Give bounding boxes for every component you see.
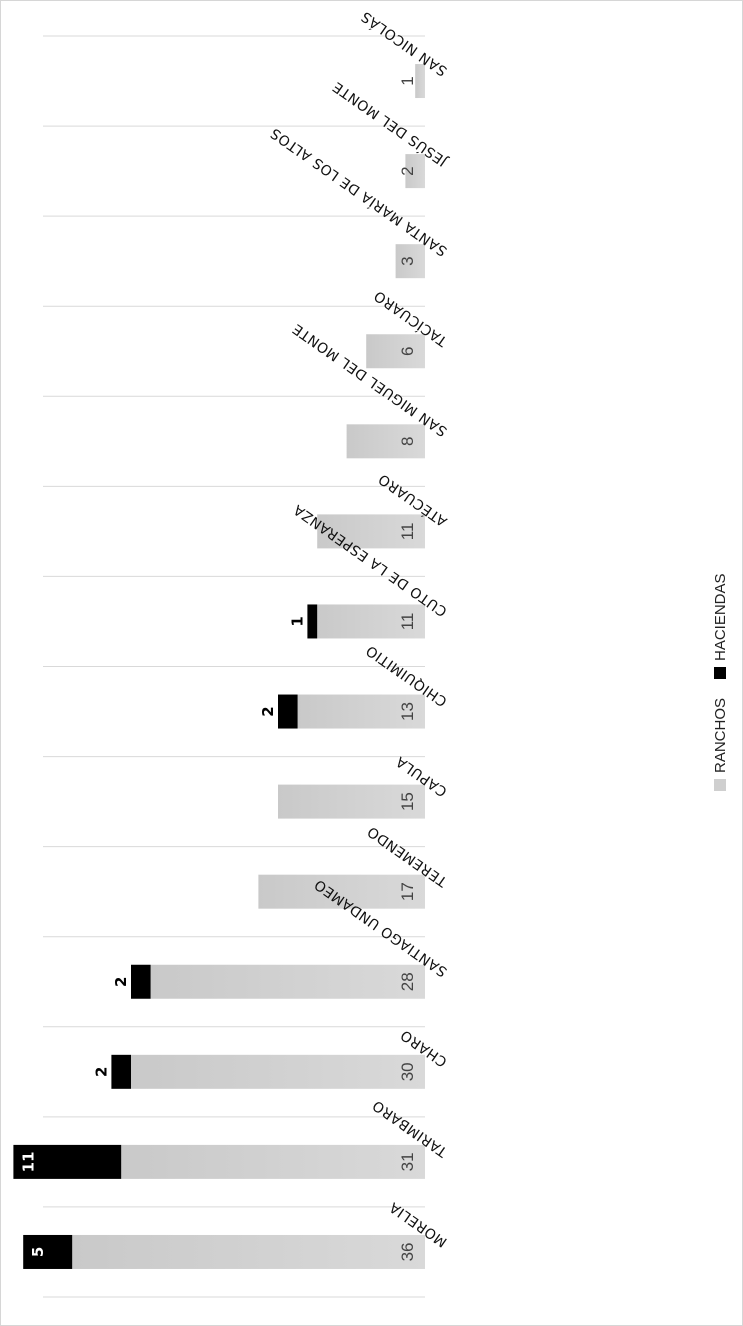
bar-haciendas <box>307 604 318 639</box>
grid-lines <box>43 35 425 1298</box>
data-label-ranchos: 2 <box>398 166 417 175</box>
bar-haciendas <box>13 1144 122 1179</box>
data-label-haciendas: 2 <box>112 977 130 987</box>
bar-ranchos <box>121 1144 425 1179</box>
bar-ranchos <box>131 1054 425 1089</box>
bar-ranchos <box>415 64 425 99</box>
legend-label-ranchos: RANCHOS <box>712 698 729 773</box>
data-label-haciendas: 11 <box>19 1151 37 1172</box>
bar-haciendas <box>111 1054 131 1089</box>
legend-label-haciendas: HACIENDAS <box>712 573 729 661</box>
bar-haciendas <box>23 1234 73 1269</box>
data-label-ranchos: 6 <box>398 347 417 356</box>
category-label: JESÚS DEL MONTE <box>329 78 451 171</box>
data-label-ranchos: 11 <box>398 523 417 541</box>
data-label-ranchos: 11 <box>398 613 417 631</box>
data-label-ranchos: 13 <box>398 702 417 721</box>
bar-ranchos <box>317 514 425 549</box>
data-label-ranchos: 36 <box>398 1243 417 1262</box>
bar-ranchos <box>395 244 425 279</box>
bar-ranchos <box>346 424 425 459</box>
legend: RANCHOS HACIENDAS <box>712 573 729 791</box>
data-label-ranchos: 17 <box>398 882 417 901</box>
data-label-haciendas: 2 <box>92 1067 110 1077</box>
bar-ranchos <box>405 154 425 189</box>
bars <box>13 64 425 1269</box>
bar-ranchos <box>72 1234 425 1269</box>
bar-ranchos <box>150 964 425 999</box>
data-label-ranchos: 3 <box>398 256 417 265</box>
data-label-ranchos: 8 <box>398 437 417 446</box>
bar-ranchos <box>258 874 425 909</box>
data-label-ranchos: 31 <box>398 1152 417 1171</box>
legend-swatch-ranchos <box>714 779 726 791</box>
data-label-haciendas: 1 <box>288 616 306 626</box>
bar-ranchos <box>297 694 425 729</box>
bar-haciendas <box>131 964 151 999</box>
bar-haciendas <box>278 694 298 729</box>
data-label-haciendas: 5 <box>29 1247 47 1257</box>
bar-ranchos <box>317 604 425 639</box>
data-label-ranchos: 28 <box>398 972 417 991</box>
bar-ranchos <box>366 334 425 369</box>
category-label: SAN NICOLÁS <box>358 8 451 80</box>
data-label-ranchos: 30 <box>398 1062 417 1081</box>
data-label-ranchos: 15 <box>398 792 417 811</box>
bar-ranchos <box>278 784 425 819</box>
data-label-haciendas: 2 <box>259 706 277 716</box>
legend-swatch-haciendas <box>714 667 726 679</box>
data-label-ranchos: 1 <box>398 76 417 85</box>
